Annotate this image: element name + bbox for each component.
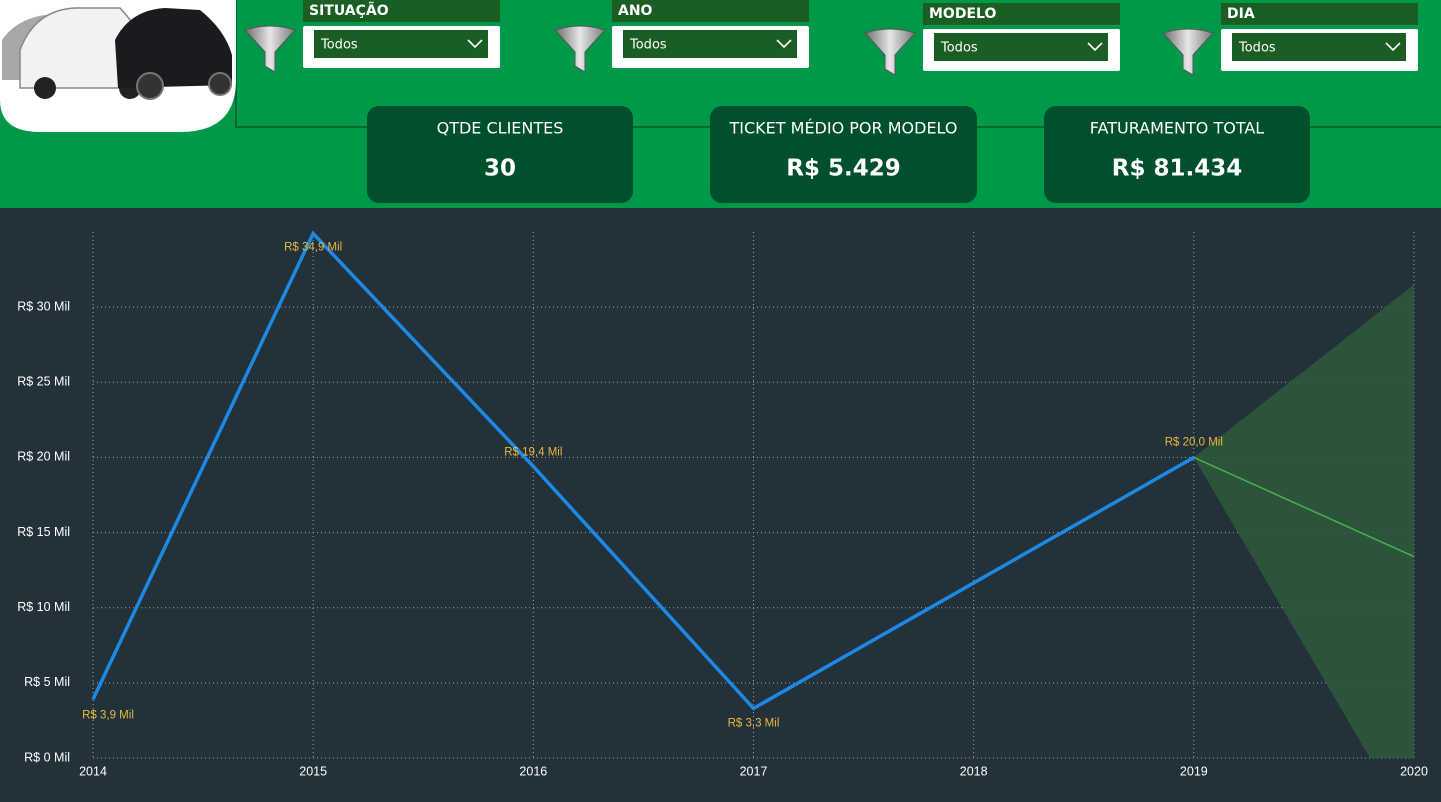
kpi-value: 30 bbox=[484, 156, 516, 182]
dropdown-value: Todos bbox=[629, 38, 667, 53]
kpi-card bbox=[367, 106, 633, 203]
filter-label: SITUAÇÃO bbox=[309, 2, 389, 19]
filter-label-box bbox=[612, 0, 809, 22]
y-tick-label: R$ 5 Mil bbox=[24, 675, 70, 689]
line bbox=[91, 230, 1195, 711]
dropdown-inner bbox=[1232, 33, 1406, 61]
x-tick-label: 2015 bbox=[299, 764, 327, 778]
x-tick-label: 2018 bbox=[960, 764, 988, 778]
data-label: R$ 34,9 Mil bbox=[284, 242, 342, 254]
dropdown-inner bbox=[623, 30, 797, 58]
x-tick-label: 2019 bbox=[1180, 764, 1208, 778]
kpi-value: R$ 5.429 bbox=[786, 156, 900, 182]
kpi-card bbox=[710, 106, 977, 203]
filter-label-box bbox=[303, 0, 500, 22]
kpi-value: R$ 81.434 bbox=[1112, 156, 1242, 182]
x-tick-label: 2017 bbox=[740, 764, 768, 778]
funnel-icon bbox=[864, 28, 916, 76]
dropdown-chevron bbox=[776, 39, 792, 49]
filter-label: ANO bbox=[618, 3, 653, 19]
y-tick-label: R$ 25 Mil bbox=[17, 375, 70, 389]
filter-label: MODELO bbox=[929, 6, 996, 22]
y-tick-label: R$ 15 Mil bbox=[17, 525, 70, 539]
y-tick-label: R$ 10 Mil bbox=[17, 600, 70, 614]
dropdown-value: Todos bbox=[940, 41, 978, 56]
x-tick-label: 2016 bbox=[519, 764, 547, 778]
y-tick-label: R$ 30 Mil bbox=[17, 299, 70, 313]
data-label: R$ 3,9 Mil bbox=[82, 709, 134, 721]
forecast-line bbox=[1193, 456, 1415, 558]
dropdown-chevron bbox=[467, 39, 483, 49]
data-label: R$ 3,3 Mil bbox=[728, 717, 780, 729]
funnel-icon bbox=[1162, 28, 1214, 76]
dropdown-chevron bbox=[1087, 42, 1103, 52]
y-tick-label: R$ 20 Mil bbox=[17, 450, 70, 464]
kpi-card bbox=[1044, 106, 1310, 203]
filter-label: DIA bbox=[1227, 6, 1255, 22]
forecast-band bbox=[1193, 284, 1414, 758]
kpi-title: FATURAMENTO TOTAL bbox=[1090, 119, 1265, 138]
data-label: R$ 20,0 Mil bbox=[1165, 436, 1223, 448]
dropdown-chevron bbox=[1385, 42, 1401, 52]
kpi-title: TICKET MÉDIO POR MODELO bbox=[729, 119, 958, 138]
dropdown-inner bbox=[314, 30, 488, 58]
filter-label-box bbox=[923, 3, 1120, 25]
kpi-title: QTDE CLIENTES bbox=[437, 119, 564, 138]
x-tick-label: 2020 bbox=[1400, 764, 1428, 778]
funnel-icon bbox=[554, 25, 606, 73]
dropdown-value: Todos bbox=[320, 38, 358, 53]
car-image bbox=[0, 0, 236, 132]
chart-area bbox=[0, 208, 1441, 802]
forecast bbox=[1193, 284, 1415, 758]
x-tick-label: 2014 bbox=[79, 764, 107, 778]
y-tick-label: R$ 0 Mil bbox=[24, 750, 70, 764]
dropdown-value: Todos bbox=[1238, 41, 1276, 56]
data-label: R$ 19,4 Mil bbox=[504, 446, 562, 458]
filter-label-box bbox=[1221, 3, 1418, 25]
dropdown-inner bbox=[934, 33, 1108, 61]
funnel-icon bbox=[244, 25, 296, 73]
